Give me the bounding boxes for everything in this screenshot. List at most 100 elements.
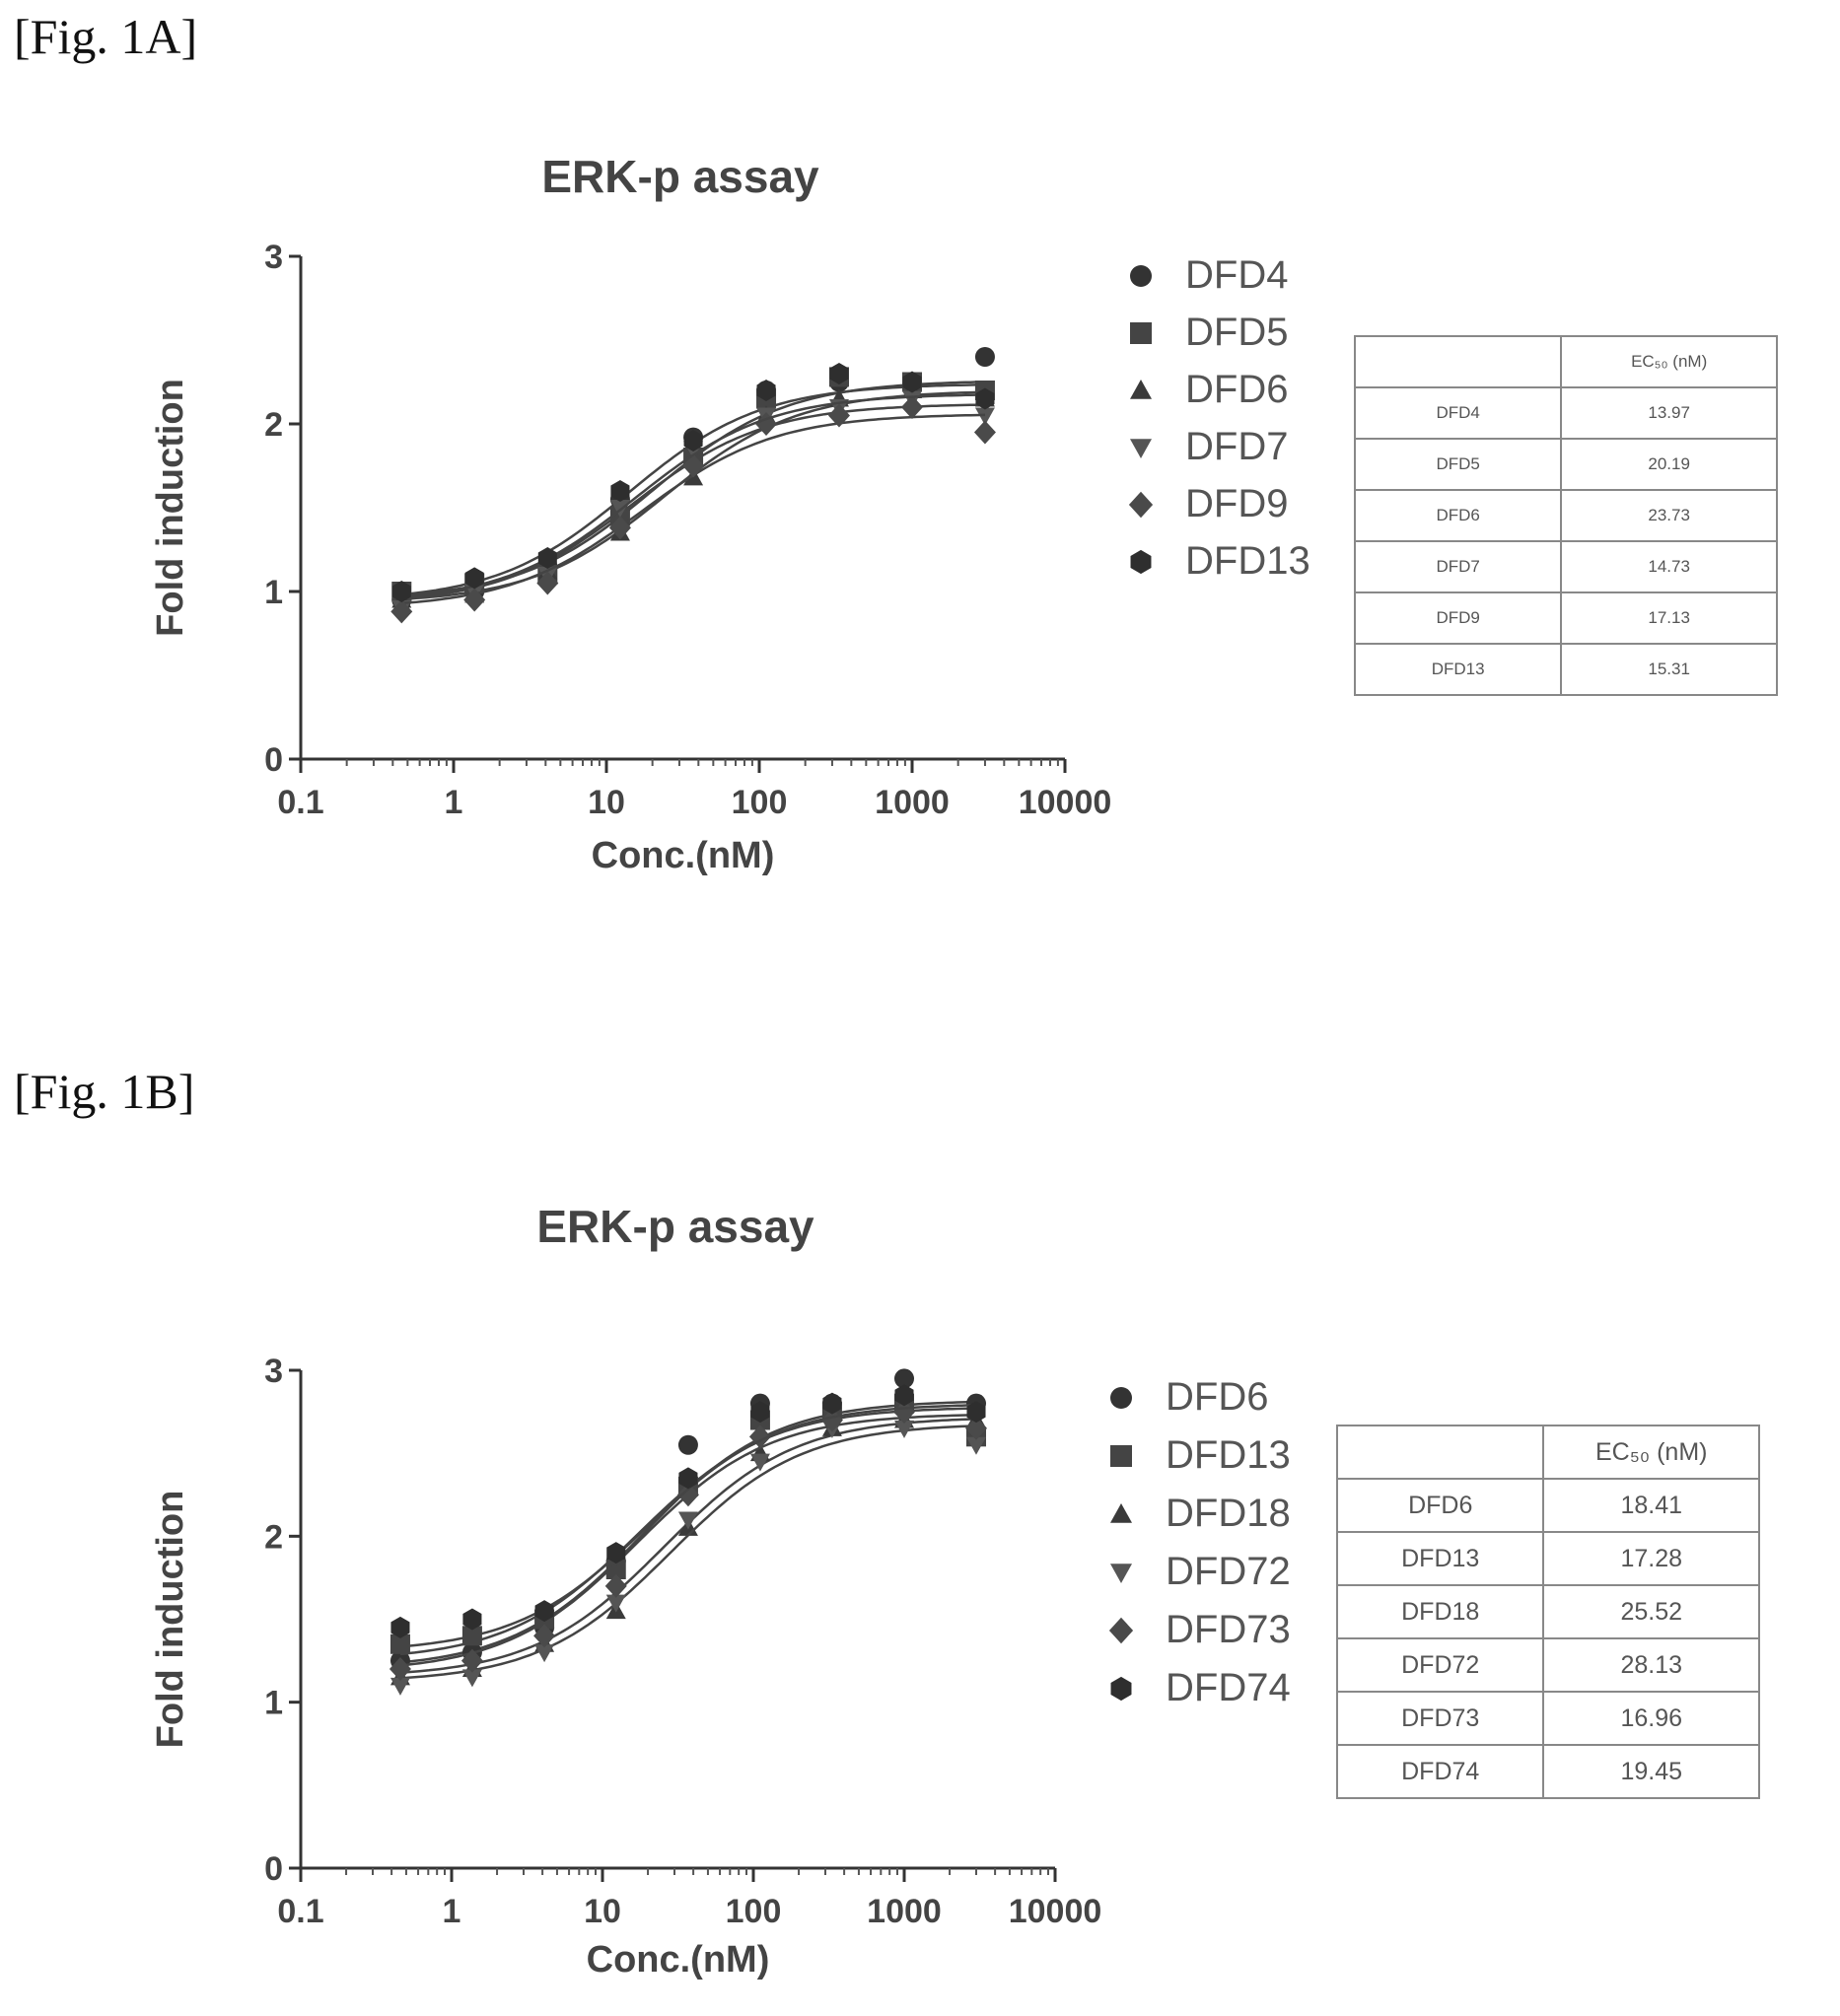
legend-label: DFD6	[1166, 1375, 1268, 1419]
table-row: DFD7419.45	[1337, 1745, 1759, 1798]
y-axis-title: Fold induction	[150, 379, 191, 637]
data-point	[678, 1435, 698, 1455]
figure-panel-a: ERK-p assay 0 1 2 3 0.1 1 10 100 1000 10000 Conc.(n…	[0, 0, 1840, 887]
table-row: DFD413.97	[1355, 387, 1777, 439]
table-row: DFD7316.96	[1337, 1692, 1759, 1745]
fit-curve	[400, 1425, 976, 1678]
y-axis-title: Fold induction	[150, 1491, 191, 1749]
legend-label: DFD13	[1166, 1433, 1291, 1477]
x-tick-label: 1	[443, 1893, 461, 1930]
ec50-cell: 20.19	[1561, 439, 1777, 490]
fit-curve	[401, 382, 985, 594]
ec50-cell: DFD7	[1355, 541, 1561, 592]
table-row: DFD618.41	[1337, 1479, 1759, 1532]
legend-marker	[1130, 380, 1152, 399]
x-tick-label: 10000	[1019, 784, 1112, 821]
legend-marker	[1110, 1564, 1132, 1583]
legend-marker	[1110, 1387, 1132, 1409]
x-axis-title: Conc.(nM)	[592, 835, 775, 876]
ec50-header-row: EC₅₀ (nM)	[1355, 336, 1777, 387]
legend-marker	[1130, 439, 1152, 458]
ec50-cell: DFD5	[1355, 439, 1561, 490]
data-point	[975, 347, 995, 367]
table-row: DFD1317.28	[1337, 1532, 1759, 1585]
ec50-cell: DFD6	[1355, 490, 1561, 541]
data-point	[974, 421, 996, 445]
ec50-cell: DFD6	[1337, 1479, 1543, 1532]
ec50-table-a: EC₅₀ (nM)DFD413.97DFD520.19DFD623.73DFD7…	[1354, 335, 1778, 696]
x-tick-label: 10	[584, 1893, 621, 1930]
ec50-cell: DFD13	[1355, 644, 1561, 695]
legend-label: DFD72	[1166, 1550, 1291, 1593]
x-tick-label: 100	[732, 784, 788, 821]
legend-marker	[1109, 1618, 1133, 1643]
figure-panel-b: ERK-p assay01230.1110100100010000Conc.(n…	[0, 1094, 1840, 1981]
x-tick-label: 0.1	[277, 784, 323, 821]
table-row: DFD520.19	[1355, 439, 1777, 490]
y-tick-label: 0	[264, 741, 283, 779]
ec50-cell: 25.52	[1543, 1585, 1759, 1638]
legend-marker	[1110, 1503, 1132, 1523]
table-row: DFD714.73	[1355, 541, 1777, 592]
ec50-cell: DFD4	[1355, 387, 1561, 439]
fit-curve	[400, 1419, 976, 1672]
legend-marker	[1130, 322, 1152, 344]
ec50-cell: DFD18	[1337, 1585, 1543, 1638]
legend-label: DFD73	[1166, 1608, 1291, 1651]
ec50-header-cell: EC₅₀ (nM)	[1543, 1425, 1759, 1479]
fit-curve	[401, 384, 985, 594]
data-point	[901, 395, 923, 419]
ec50-cell: 18.41	[1543, 1479, 1759, 1532]
ec50-header-cell: EC₅₀ (nM)	[1561, 336, 1777, 387]
x-tick-label: 10000	[1009, 1893, 1102, 1930]
y-tick-label: 3	[264, 239, 283, 276]
ec50-cell: DFD13	[1337, 1532, 1543, 1585]
ec50-header-row: EC₅₀ (nM)	[1337, 1425, 1759, 1479]
legend-marker	[1110, 1445, 1132, 1467]
ec50-cell: DFD72	[1337, 1638, 1543, 1692]
legend-label: DFD6	[1185, 368, 1288, 411]
ec50-header-cell	[1355, 336, 1561, 387]
x-tick-label: 1	[445, 784, 463, 821]
chart-title: ERK-p assay	[541, 151, 819, 202]
ec50-cell: 14.73	[1561, 541, 1777, 592]
y-tick-label: 3	[264, 1353, 283, 1390]
y-tick-label: 0	[264, 1850, 283, 1888]
y-tick-label: 1	[264, 574, 283, 611]
ec50-cell: 28.13	[1543, 1638, 1759, 1692]
legend-marker	[1129, 492, 1153, 518]
x-axis-title: Conc.(nM)	[587, 1939, 770, 1981]
chart-title: ERK-p assay	[536, 1201, 814, 1252]
fit-curve	[401, 395, 985, 597]
ec50-header-cell	[1337, 1425, 1543, 1479]
x-tick-label: 1000	[867, 1893, 942, 1930]
data-point	[678, 1512, 698, 1530]
y-tick-label: 2	[264, 1518, 283, 1556]
legend-label: DFD18	[1166, 1492, 1291, 1535]
table-row: DFD1315.31	[1355, 644, 1777, 695]
legend-marker	[1111, 1677, 1132, 1701]
ec50-cell: DFD73	[1337, 1692, 1543, 1745]
ec50-cell: 17.13	[1561, 592, 1777, 644]
x-tick-label: 10	[588, 784, 625, 821]
table-row: DFD1825.52	[1337, 1585, 1759, 1638]
legend-label: DFD13	[1185, 539, 1310, 583]
ec50-cell: 15.31	[1561, 644, 1777, 695]
ec50-cell: DFD74	[1337, 1745, 1543, 1798]
x-tick-label: 100	[726, 1893, 782, 1930]
fit-curve	[401, 392, 985, 599]
ec50-table-b: EC₅₀ (nM)DFD618.41DFD1317.28DFD1825.52DF…	[1336, 1425, 1760, 1799]
legend-label: DFD7	[1185, 425, 1288, 468]
ec50-cell: 19.45	[1543, 1745, 1759, 1798]
ec50-cell: 17.28	[1543, 1532, 1759, 1585]
ec50-cell: 13.97	[1561, 387, 1777, 439]
y-tick-label: 2	[264, 406, 283, 444]
legend-label: DFD4	[1185, 253, 1288, 297]
ec50-cell: 23.73	[1561, 490, 1777, 541]
legend-marker	[1131, 550, 1152, 574]
x-tick-label: 1000	[875, 784, 950, 821]
x-tick-label: 0.1	[277, 1893, 323, 1930]
legend-label: DFD74	[1166, 1666, 1291, 1709]
legend-marker	[1130, 265, 1152, 287]
legend-label: DFD9	[1185, 482, 1288, 525]
